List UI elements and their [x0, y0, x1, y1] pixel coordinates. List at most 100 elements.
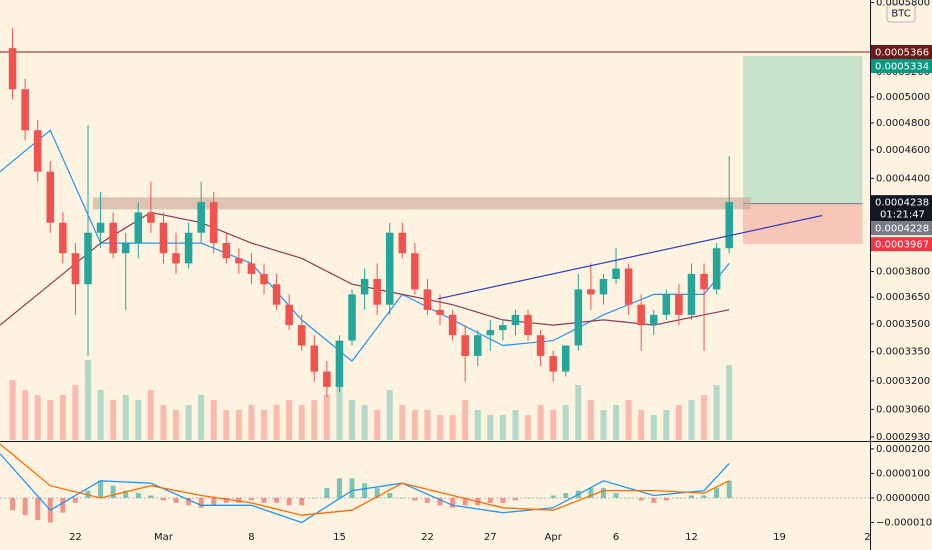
candle-body: [486, 330, 495, 336]
volume-bar: [22, 390, 29, 440]
volume-bar: [85, 360, 92, 440]
y-tick-label: 0.0003350: [876, 347, 930, 358]
volume-bar: [59, 395, 66, 440]
candle-body: [649, 314, 658, 326]
y-tick-label: 0.0002930: [876, 432, 930, 443]
macd-histogram-bar: [450, 497, 456, 508]
x-tick-label: 27: [484, 532, 497, 543]
price-label-box: [871, 221, 932, 236]
macd-histogram-bar: [701, 495, 707, 498]
symbol[interactable]: BTC: [891, 9, 910, 20]
price-label: 0.0004228: [875, 224, 929, 235]
macd-histogram-bar: [148, 495, 154, 498]
macd-histogram-bar: [123, 490, 129, 498]
macd-histogram-bar: [22, 497, 28, 516]
candle-body: [184, 232, 193, 264]
macd-histogram-bar: [311, 497, 317, 499]
volume-bar: [437, 415, 444, 440]
volume-bar: [537, 405, 544, 440]
candle-body: [197, 202, 205, 233]
volume-bar: [399, 405, 406, 440]
candle-body: [134, 212, 143, 244]
candle-body: [373, 278, 381, 305]
candle-body: [436, 309, 444, 315]
signal-line: [0, 443, 730, 516]
volume-bar: [336, 385, 343, 440]
volume-bar: [34, 395, 41, 440]
price-label: 0.0005334: [875, 61, 929, 72]
volume-bar: [688, 400, 695, 440]
volume-bar: [701, 395, 708, 440]
macd-histogram-bar: [173, 497, 179, 503]
candle-body: [172, 253, 180, 264]
candle-body: [260, 273, 268, 285]
candle-body: [637, 304, 645, 326]
candle-body: [612, 268, 620, 279]
volume-bar: [198, 395, 205, 440]
volume-bar: [550, 410, 557, 440]
candle-body: [209, 202, 218, 244]
macd-histogram-bar: [160, 497, 166, 501]
candle-body: [33, 130, 42, 172]
candle-body: [159, 222, 168, 254]
candle-body: [46, 171, 55, 223]
macd-y-tick-label: −0.0000100: [876, 518, 932, 529]
candle-body: [348, 294, 356, 341]
symbol-box[interactable]: [886, 3, 916, 23]
price-label: 0.0004238: [875, 198, 929, 209]
candle-body: [272, 284, 281, 305]
macd-histogram-bar: [437, 497, 443, 506]
y-tick-label: 0.0003800: [876, 267, 930, 278]
volume-bar: [499, 415, 506, 440]
macd-histogram-bar: [248, 497, 254, 501]
macd-histogram-bar: [412, 497, 418, 501]
volume-bar: [512, 410, 519, 440]
candle-body: [473, 335, 482, 356]
candle-body: [599, 278, 608, 295]
macd-histogram-bar: [487, 497, 493, 503]
volume-bar: [9, 380, 16, 440]
macd-histogram-bar: [336, 478, 342, 498]
candle-body: [323, 371, 331, 387]
candle-body: [423, 289, 432, 310]
volume-bar: [638, 410, 645, 440]
candle-body: [511, 314, 520, 326]
volume-bar: [185, 405, 192, 440]
macd-histogram-bar: [349, 478, 355, 498]
macd-histogram-bar: [613, 493, 619, 498]
macd-histogram-bar: [525, 497, 531, 499]
candle-body: [662, 294, 671, 315]
volume-bar: [424, 410, 431, 440]
macd-histogram-bar: [223, 497, 229, 503]
volume-bar: [311, 400, 318, 440]
candle-body: [549, 355, 557, 372]
candle-body: [461, 335, 469, 356]
macd-histogram-bar: [726, 480, 732, 498]
volume-bar: [374, 410, 381, 440]
volume-bar: [349, 400, 356, 440]
volume-bar: [575, 385, 582, 440]
macd-y-tick-label: 0.0000000: [876, 493, 930, 504]
candle-body: [285, 304, 293, 326]
candle-body: [411, 253, 419, 290]
volume-bar: [449, 415, 456, 440]
candle-body: [297, 325, 306, 346]
candle-body: [310, 345, 319, 372]
macd-histogram-bar: [324, 488, 330, 498]
candle-body: [71, 253, 80, 285]
macd-histogram-bar: [261, 497, 267, 503]
candle-body: [398, 232, 407, 254]
volume-bar: [110, 400, 117, 440]
macd-histogram-bar: [299, 497, 305, 506]
x-tick-label: 2: [864, 532, 870, 543]
candle-body: [675, 294, 683, 315]
volume-bar: [625, 400, 632, 440]
macd-histogram-bar: [374, 488, 380, 498]
macd-histogram-bar: [651, 497, 657, 503]
price-label-box: [871, 58, 932, 73]
volume-bar: [713, 385, 720, 440]
candle-body: [536, 335, 545, 356]
volume-bar: [286, 400, 293, 440]
volume-bar: [726, 365, 733, 440]
